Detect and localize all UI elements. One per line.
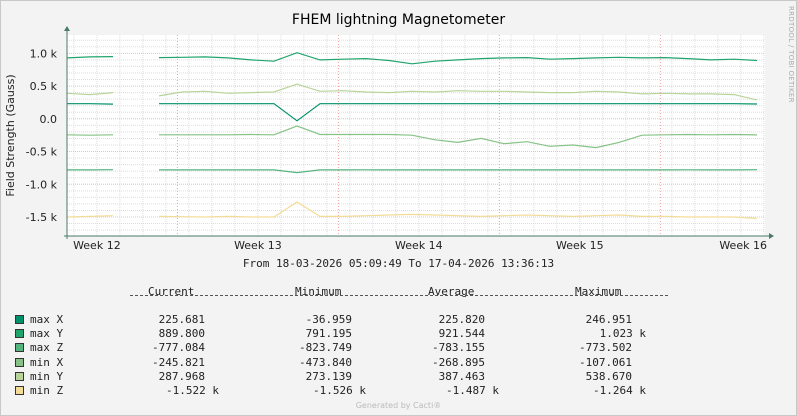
legend-average-value: 921.544 xyxy=(438,327,485,341)
series-line-min-y xyxy=(66,83,758,101)
legend-average-value: 387.463 xyxy=(438,369,485,383)
legend-current-value: 225.681 xyxy=(158,313,205,326)
legend-series-name: min X xyxy=(30,355,64,369)
y-tick-label: 1.0 k xyxy=(30,47,58,60)
x-tick-label: Week 15 xyxy=(556,239,604,252)
legend-average-value: -783.155 xyxy=(432,341,485,355)
legend-current-value: -1.522 k xyxy=(166,384,219,397)
legend-series-name: min Z xyxy=(30,384,64,397)
series-line-min-z xyxy=(66,201,758,220)
legend-series-name: max X xyxy=(30,313,64,326)
legend-minimum-value: 791.195 xyxy=(305,327,352,341)
series-line-min-x xyxy=(66,125,758,149)
legend-swatch xyxy=(15,386,24,395)
legend-swatch xyxy=(15,371,24,381)
legend-current-value: 287.968 xyxy=(158,369,205,383)
legend-maximum-value: 538.670 xyxy=(585,369,632,383)
y-tick-label: 0.5 k xyxy=(30,80,58,93)
rrdtool-credit: RRDTOOL / TOBI OETIKER xyxy=(787,6,795,103)
legend-header-minimum: Minimum xyxy=(295,285,342,298)
legend-maximum-value: 1.023 k xyxy=(599,327,646,341)
legend-header-maximum: Maximum xyxy=(575,285,622,298)
chart-plot: 1.0 k 0.5 k 0.0 -0.5 k -1.0 k -1.5 k Week 12 We… xyxy=(4,26,774,252)
y-axis-arrow xyxy=(64,26,70,31)
legend-series-name: max Z xyxy=(30,341,64,355)
footer-generated-by: Generated by Cacti® xyxy=(355,401,442,410)
legend-maximum-value: -107.061 xyxy=(579,355,632,369)
legend-series-name: max Y xyxy=(30,327,64,341)
legend-average-value: -1.487 k xyxy=(446,384,499,397)
legend-current-value: -245.821 xyxy=(152,355,205,369)
legend-average-value: 225.820 xyxy=(438,313,485,326)
legend-header-current: Current xyxy=(148,285,195,298)
legend-swatch xyxy=(15,329,24,339)
y-tick-label: -1.0 k xyxy=(26,178,58,191)
legend-minimum-value: -823.749 xyxy=(299,341,352,355)
y-tick-label: -1.5 k xyxy=(26,211,58,224)
series-line-max-y xyxy=(66,52,758,65)
legend-minimum-value: -36.959 xyxy=(305,313,352,326)
legend-swatch xyxy=(15,357,24,367)
legend-current-value: -777.084 xyxy=(152,341,205,355)
legend-divider xyxy=(130,295,668,296)
y-tick-label: 0.0 xyxy=(40,113,58,126)
legend-swatch xyxy=(15,343,24,353)
x-tick-label: Week 13 xyxy=(234,239,282,252)
legend-average-value: -268.895 xyxy=(432,355,485,369)
x-axis-arrow xyxy=(769,233,774,239)
legend-maximum-value: -773.502 xyxy=(579,341,632,355)
chart-title: FHEM lightning Magnetometer xyxy=(291,12,506,28)
time-range: From 18-03-2026 05:09:49 To 17-04-2026 1… xyxy=(242,257,555,270)
y-tick-label: -0.5 k xyxy=(26,146,58,159)
legend-minimum-value: -1.526 k xyxy=(313,384,366,397)
x-tick-label: Week 14 xyxy=(395,239,443,252)
legend-minimum-value: 273.139 xyxy=(305,369,352,383)
legend-swatch xyxy=(15,315,24,324)
series-line-max-z xyxy=(67,169,758,174)
legend-minimum-value: -473.840 xyxy=(299,355,352,369)
legend-current-value: 889.800 xyxy=(158,327,205,341)
series-line-max-x xyxy=(67,103,758,122)
x-tick-label: Week 12 xyxy=(73,239,121,252)
legend-maximum-value: 246.951 xyxy=(585,313,632,326)
legend-series-name: min Y xyxy=(30,369,64,383)
y-axis-label: Field Strength (Gauss) xyxy=(4,74,17,196)
legend-maximum-value: -1.264 k xyxy=(593,384,646,397)
x-tick-label: Week 16 xyxy=(719,239,767,252)
legend-header-average: Average xyxy=(428,285,475,298)
